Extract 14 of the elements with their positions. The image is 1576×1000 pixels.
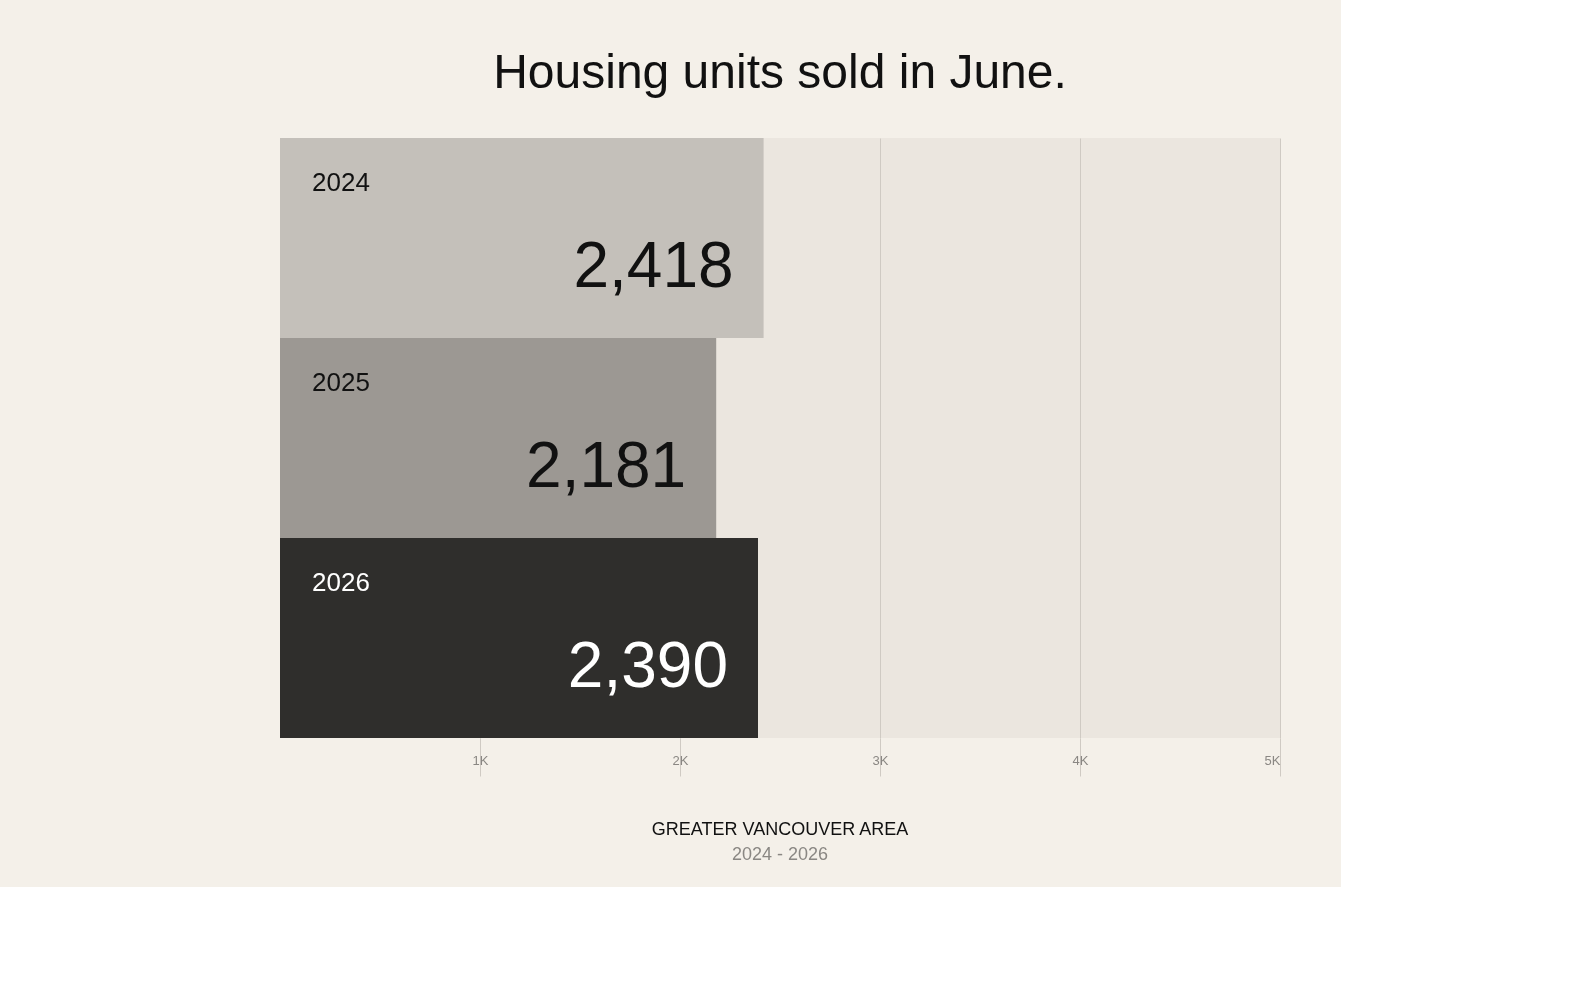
data-label: 2,181: [526, 429, 687, 501]
data-label: 2,390: [567, 629, 728, 701]
data-label: 2,418: [573, 229, 734, 301]
chart-title: Housing units sold in June.: [493, 45, 1067, 98]
text: GREATER VANCOUVER AREA: [651, 818, 909, 839]
y-tick-label: 2025: [312, 367, 370, 397]
x-tick-label: 3K: [872, 752, 889, 768]
y-tick-label: 2024: [312, 167, 370, 197]
x-tick-label: 2K: [672, 752, 689, 768]
y-tick-label: 2026: [312, 567, 370, 597]
x-tick-label: 1K: [472, 752, 489, 768]
x-tick-label: 5K: [1264, 752, 1281, 768]
x-tick-label: 4K: [1072, 752, 1089, 768]
text: 2024 - 2026: [731, 843, 829, 864]
